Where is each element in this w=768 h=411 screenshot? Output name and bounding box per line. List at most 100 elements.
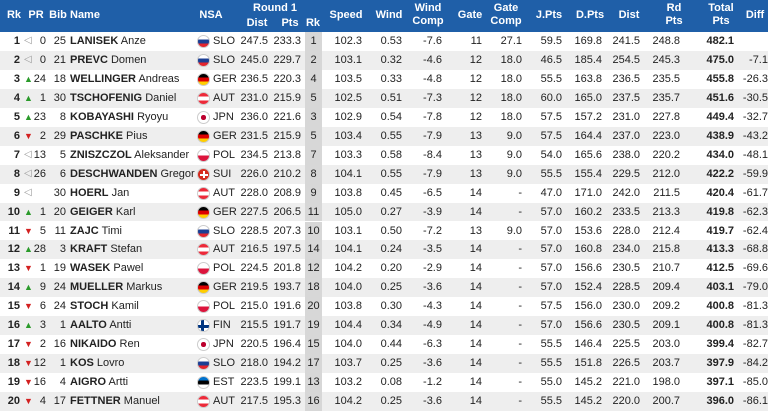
total-points: 400.8: [706, 319, 734, 332]
gate: 14: [469, 205, 482, 218]
table-row[interactable]: 10 ▲ 1 20 GEIGER Karl GER 227.5 206.5 11 105.0 0.2…: [0, 202, 768, 222]
table-row[interactable]: 1 ◁ 0 25 LANISEK Anze SLO 247.5 233.3 1 102.3 0.53…: [0, 32, 768, 51]
round1-distance: 220.5: [240, 338, 268, 351]
header-rank[interactable]: Rk: [6, 9, 22, 21]
athlete-name[interactable]: KOS Lovro: [70, 354, 124, 373]
gate: 12: [469, 91, 482, 104]
table-row[interactable]: 3 ▲ 24 18 WELLINGER Andreas GER 236.5 220.3 4 103…: [0, 69, 768, 89]
wind-compensation: -4.9: [423, 319, 442, 332]
previous-rank: 1: [39, 205, 46, 218]
athlete-name[interactable]: MUELLER Markus: [70, 278, 162, 297]
header-round-pts[interactable]: Pts: [281, 17, 299, 29]
athlete-name[interactable]: ZNISZCZOL Aleksander: [70, 146, 189, 165]
round1-distance: 227.5: [240, 205, 268, 218]
athlete-last-name: KOBAYASHI: [70, 110, 134, 123]
previous-rank: 12: [33, 357, 46, 370]
header-round-points-line1[interactable]: Rd: [666, 2, 682, 14]
athlete-name[interactable]: WASEK Pawel: [70, 259, 143, 278]
round1-rank: 19: [305, 316, 322, 336]
athlete-name[interactable]: FETTNER Manuel: [70, 392, 160, 411]
judges-points: 57.0: [540, 319, 562, 332]
table-row[interactable]: 2 ◁ 0 21 PREVC Domen SLO 245.0 229.7 2 103.1 0.32 -…: [0, 50, 768, 70]
table-row[interactable]: 4 ▲ 1 30 TSCHOFENIG Daniel AUT 231.0 215.9 5 102.…: [0, 88, 768, 108]
round1-points: 199.1: [273, 376, 301, 389]
gate-compensation: 18.0: [500, 91, 522, 104]
header-round-points-line2: Pts: [665, 15, 683, 27]
athlete-name[interactable]: NIKAIDO Ren: [70, 335, 140, 354]
table-row[interactable]: 15 ▼ 6 24 STOCH Kamil POL 215.0 191.6 20 103.8 0.3…: [0, 297, 768, 317]
header-distance[interactable]: Dist: [618, 9, 640, 21]
total-points: 412.5: [706, 262, 734, 275]
header-speed[interactable]: Speed: [329, 9, 363, 21]
athlete-name[interactable]: GEIGER Karl: [70, 203, 135, 222]
nsa-code: AUT: [213, 243, 235, 256]
athlete-name[interactable]: LANISEK Anze: [70, 32, 146, 51]
header-round-dist[interactable]: Dist: [246, 17, 268, 29]
athlete-name[interactable]: ZAJC Timi: [70, 222, 122, 241]
table-row[interactable]: 8 ◁ 26 6 DESCHWANDEN Gregor SUI 226.0 210.2 8 104…: [0, 164, 768, 184]
rank: 16: [7, 319, 20, 332]
table-row[interactable]: 6 ▼ 2 29 PASCHKE Pius GER 231.5 215.9 5 103.4 0.55…: [0, 126, 768, 146]
header-previous-rank[interactable]: PR: [28, 9, 44, 21]
table-row[interactable]: 20 ▼ 4 17 FETTNER Manuel AUT 217.5 195.3 16 104.2…: [0, 392, 768, 411]
rank-down-icon: ▼: [24, 396, 33, 407]
header-bib[interactable]: Bib: [49, 9, 67, 21]
athlete-name[interactable]: PREVC Domen: [70, 51, 146, 70]
round1-distance: 224.5: [240, 262, 268, 275]
header-total-line1[interactable]: Total: [708, 2, 734, 14]
table-row[interactable]: 13 ▼ 1 19 WASEK Pawel POL 224.5 201.8 12 104.2 0.2…: [0, 259, 768, 279]
total-points: 403.1: [706, 281, 734, 294]
header-distance-points[interactable]: D.Pts: [575, 9, 605, 21]
athlete-name[interactable]: AALTO Antti: [70, 316, 131, 335]
athlete-name[interactable]: HOERL Jan: [70, 184, 129, 203]
athlete-name[interactable]: STOCH Kamil: [70, 297, 139, 316]
judges-points: 55.5: [540, 338, 562, 351]
table-row[interactable]: 9 ◁ 30 HOERL Jan AUT 228.0 208.9 9 103.8 0.45 -6.5…: [0, 183, 768, 203]
table-row[interactable]: 5 ▲ 23 8 KOBAYASHI Ryoyu JPN 236.0 221.6 3 102.9 0…: [0, 107, 768, 127]
rank: 9: [13, 186, 20, 199]
rank: 14: [7, 281, 20, 294]
header-nsa[interactable]: NSA: [199, 9, 223, 21]
rank: 3: [13, 72, 20, 85]
round1-distance: 231.5: [240, 129, 268, 142]
table-row[interactable]: 11 ▼ 5 11 ZAJC Timi SLO 228.5 207.3 10 103.1 0.50 -…: [0, 221, 768, 241]
athlete-name[interactable]: WELLINGER Andreas: [70, 70, 179, 89]
header-gate-comp-line1[interactable]: Gate: [493, 2, 519, 14]
flag-fin-icon: [197, 319, 210, 333]
wind: 0.33: [380, 72, 402, 85]
header-diff[interactable]: Diff: [745, 9, 765, 21]
difference: -61.7: [742, 186, 768, 199]
table-row[interactable]: 18 ▼ 12 1 KOS Lovro SLO 218.0 194.2 17 103.7 0.25 -…: [0, 354, 768, 374]
table-row[interactable]: 16 ▲ 3 1 AALTO Antti FIN 215.5 191.7 19 104.4 0.34…: [0, 316, 768, 336]
table-row[interactable]: 12 ▲ 28 3 KRAFT Stefan AUT 216.5 197.5 14 104.1 0.…: [0, 240, 768, 260]
round-points: 227.8: [652, 110, 680, 123]
nsa-code: POL: [213, 148, 236, 161]
table-row[interactable]: 17 ▼ 2 16 NIKAIDO Ren JPN 220.5 196.4 15 104.0 0.4…: [0, 335, 768, 355]
wind: 0.58: [380, 148, 402, 161]
header-round-rank[interactable]: Rk: [305, 17, 321, 29]
athlete-first-name: Ren: [119, 338, 140, 351]
round1-distance: 223.5: [240, 376, 268, 389]
table-row[interactable]: 14 ▲ 9 24 MUELLER Markus GER 219.5 193.7 18 104.0…: [0, 278, 768, 298]
athlete-name[interactable]: PASCHKE Pius: [70, 127, 147, 146]
header-wind[interactable]: Wind: [375, 9, 403, 21]
header-name[interactable]: Name: [70, 9, 100, 21]
speed: 103.2: [334, 376, 362, 389]
header-gate[interactable]: Gate: [457, 9, 483, 21]
previous-rank: 16: [33, 376, 46, 389]
table-row[interactable]: 7 ◁ 13 5 ZNISZCZOL Aleksander POL 234.5 213.8 7 1…: [0, 145, 768, 165]
athlete-first-name: Aleksander: [134, 148, 190, 161]
athlete-last-name: PASCHKE: [70, 129, 123, 142]
athlete-name[interactable]: DESCHWANDEN Gregor: [70, 165, 195, 184]
header-wind-comp-line1[interactable]: Wind: [414, 2, 442, 14]
wind-compensation: -3.6: [423, 357, 442, 370]
header-judges-points[interactable]: J.Pts: [535, 9, 563, 21]
wind-compensation: -7.3: [423, 91, 442, 104]
gate: 14: [469, 300, 482, 313]
athlete-name[interactable]: AIGRO Artti: [70, 373, 128, 392]
athlete-name[interactable]: TSCHOFENIG Daniel: [70, 89, 176, 108]
round1-points: 215.9: [273, 129, 301, 142]
athlete-name[interactable]: KRAFT Stefan: [70, 240, 142, 259]
table-row[interactable]: 19 ▼ 16 4 AIGRO Artti EST 223.5 199.1 13 103.2 0.0…: [0, 373, 768, 392]
athlete-name[interactable]: KOBAYASHI Ryoyu: [70, 108, 168, 127]
